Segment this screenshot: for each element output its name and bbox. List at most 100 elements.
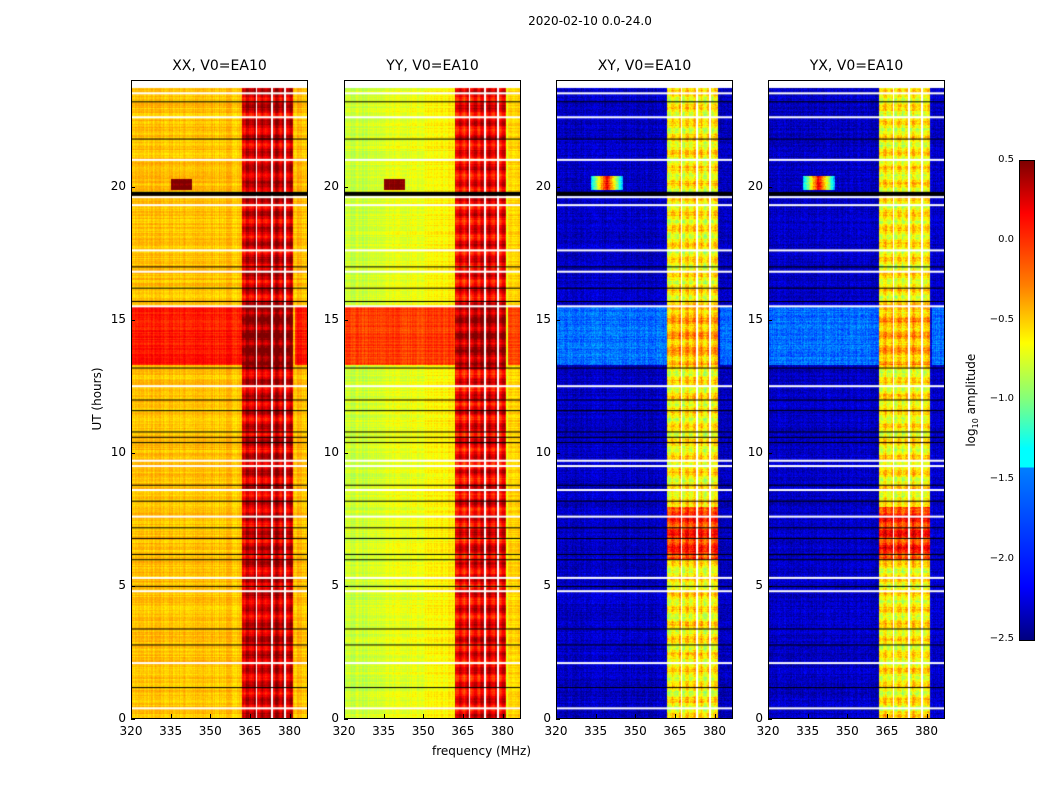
panel-title: XY, V0=EA10 bbox=[597, 58, 692, 74]
x-tick-mark bbox=[926, 714, 928, 718]
x-tick-label: 350 bbox=[411, 724, 435, 738]
x-tick-mark bbox=[249, 714, 251, 718]
y-tick-label: 0 bbox=[118, 711, 126, 725]
y-tick-label: 0 bbox=[331, 711, 339, 725]
x-tick-mark bbox=[210, 714, 212, 718]
colorbar-tick-label: 0.0 bbox=[998, 233, 1014, 245]
y-tick-label: 20 bbox=[535, 178, 551, 193]
y-tick-label: 15 bbox=[747, 311, 763, 326]
x-tick-mark bbox=[289, 714, 291, 718]
x-tick-label: 320 bbox=[756, 724, 780, 738]
y-tick-label: 10 bbox=[323, 444, 339, 459]
y-tick-label: 5 bbox=[331, 577, 339, 592]
x-tick-label: 380 bbox=[491, 724, 514, 738]
figure-title: 2020-02-10 0.0-24.0 bbox=[528, 14, 652, 28]
panel-yy: YY, V0=EA10 0 5 10 15 20 320 335 350 365 380 bbox=[324, 58, 521, 738]
y-tick-label: 15 bbox=[323, 311, 339, 326]
x-tick-mark bbox=[768, 714, 769, 718]
heatmap-image bbox=[131, 80, 308, 719]
x-tick-label: 350 bbox=[198, 724, 222, 738]
colorbar-tick-label: 0.5 bbox=[998, 154, 1014, 165]
y-tick-label: 0 bbox=[755, 711, 763, 725]
colorbar-tick-label: −1.0 bbox=[989, 393, 1014, 405]
y-tick-label: 5 bbox=[118, 577, 126, 592]
y-tick-mark bbox=[344, 452, 348, 454]
y-tick-mark bbox=[344, 186, 348, 188]
y-tick-label: 15 bbox=[535, 311, 551, 326]
x-tick-label: 335 bbox=[796, 724, 820, 738]
x-tick-label: 365 bbox=[875, 724, 899, 738]
y-tick-mark bbox=[344, 585, 348, 587]
y-tick-label: 10 bbox=[747, 444, 763, 459]
x-tick-label: 365 bbox=[663, 724, 687, 738]
x-tick-label: 365 bbox=[238, 724, 262, 738]
y-tick-label: 5 bbox=[755, 577, 763, 592]
heatmap-image bbox=[344, 80, 521, 719]
y-tick-label: 20 bbox=[323, 178, 339, 193]
x-tick-label: 320 bbox=[119, 724, 143, 738]
colorbar-tick-label: −1.5 bbox=[989, 473, 1014, 485]
y-tick-mark bbox=[768, 452, 772, 454]
panel-xy: XY, V0=EA10 0 5 10 15 20 320 335 350 365 380 bbox=[536, 58, 733, 738]
panel-title: YX, V0=EA10 bbox=[809, 58, 904, 74]
y-tick-label: 20 bbox=[110, 178, 126, 193]
y-tick-mark bbox=[556, 452, 560, 454]
y-tick-mark bbox=[131, 186, 135, 188]
y-tick-mark bbox=[768, 719, 772, 720]
panel-title: YY, V0=EA10 bbox=[386, 58, 479, 74]
x-tick-label: 350 bbox=[623, 724, 647, 738]
x-tick-label: 350 bbox=[835, 724, 859, 738]
x-tick-label: 365 bbox=[451, 724, 475, 738]
x-tick-label: 380 bbox=[278, 724, 301, 738]
x-tick-label: 380 bbox=[703, 724, 726, 738]
x-tick-mark bbox=[635, 714, 637, 718]
x-tick-mark bbox=[462, 714, 464, 718]
x-tick-label: 335 bbox=[584, 724, 608, 738]
y-tick-mark bbox=[131, 585, 135, 587]
y-tick-mark bbox=[131, 452, 135, 454]
y-tick-label: 10 bbox=[110, 444, 126, 459]
y-tick-label: 20 bbox=[747, 178, 763, 193]
y-tick-mark bbox=[768, 585, 772, 587]
x-tick-mark bbox=[131, 714, 132, 718]
panel-yx: YX, V0=EA10 0 5 10 15 20 320 335 350 365 380 bbox=[748, 58, 945, 738]
colorbar bbox=[1019, 160, 1035, 641]
x-tick-mark bbox=[714, 714, 716, 718]
x-tick-mark bbox=[847, 714, 849, 718]
panel-title: XX, V0=EA10 bbox=[172, 58, 267, 74]
x-tick-mark bbox=[170, 714, 172, 718]
y-tick-mark bbox=[556, 186, 560, 188]
x-tick-mark bbox=[886, 714, 888, 718]
x-tick-mark bbox=[674, 714, 676, 718]
y-tick-label: 5 bbox=[543, 577, 551, 592]
x-tick-mark bbox=[383, 714, 385, 718]
x-tick-label: 380 bbox=[915, 724, 938, 738]
x-tick-mark bbox=[344, 714, 345, 718]
y-tick-mark bbox=[556, 719, 560, 720]
y-tick-mark bbox=[556, 319, 560, 321]
y-tick-label: 10 bbox=[535, 444, 551, 459]
colorbar-label: log10 amplitude bbox=[963, 353, 981, 447]
y-tick-mark bbox=[131, 719, 135, 720]
colorbar-tick-label: −0.5 bbox=[989, 313, 1014, 325]
x-tick-label: 335 bbox=[159, 724, 183, 738]
panel-xx: XX, V0=EA10 0 5 10 15 20 320 335 350 365 380 bbox=[111, 58, 308, 738]
y-tick-mark bbox=[131, 319, 135, 321]
x-tick-mark bbox=[502, 714, 504, 718]
x-tick-mark bbox=[423, 714, 425, 718]
y-tick-mark bbox=[344, 319, 348, 321]
x-tick-label: 320 bbox=[544, 724, 568, 738]
colorbar-tick-label: −2.5 bbox=[989, 632, 1014, 644]
y-tick-mark bbox=[344, 719, 348, 720]
y-axis-label: UT (hours) bbox=[90, 367, 104, 431]
x-tick-label: 320 bbox=[332, 724, 356, 738]
y-tick-mark bbox=[768, 319, 772, 321]
colorbar-tick-label: −2.0 bbox=[989, 553, 1014, 564]
y-tick-mark bbox=[556, 585, 560, 587]
y-tick-label: 0 bbox=[543, 711, 551, 725]
heatmap-image bbox=[768, 80, 945, 719]
x-tick-mark bbox=[595, 714, 597, 718]
y-tick-label: 15 bbox=[110, 311, 126, 326]
x-axis-label: frequency (MHz) bbox=[432, 744, 532, 758]
